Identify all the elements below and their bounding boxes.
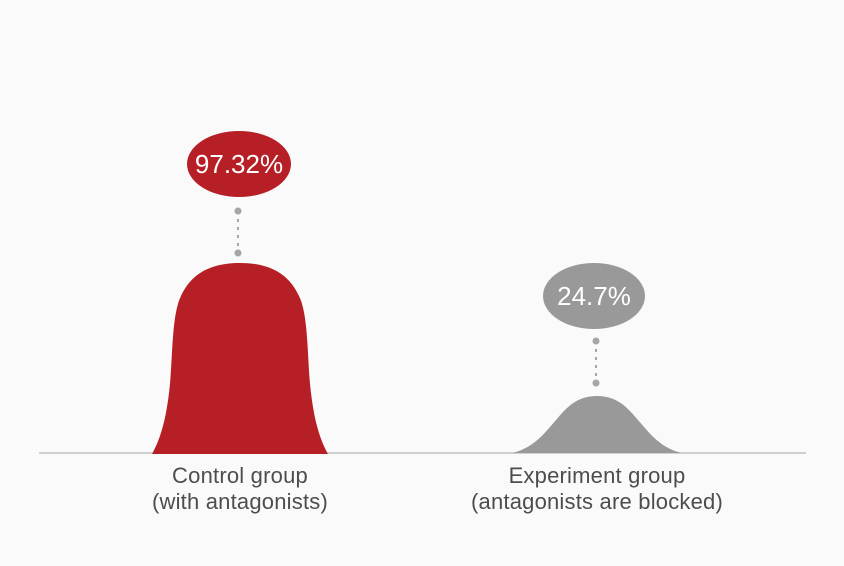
control-callout-connector [234, 207, 242, 257]
control-group-label-line1: Control group [172, 463, 308, 488]
control-distribution-shape [152, 263, 328, 454]
experiment-group-label-line2: (antagonists are blocked) [470, 489, 724, 514]
control-connector-bottom-dot [234, 249, 242, 257]
control-value-bubble [187, 131, 291, 197]
experiment-value-bubble [543, 263, 645, 329]
experiment-group-label: Experiment group (antagonists are blocke… [437, 463, 757, 515]
experiment-connector-top-dot [592, 337, 600, 345]
experiment-callout-connector [592, 337, 600, 387]
control-value-label: 97.32% [195, 149, 283, 179]
control-connector-top-dot [234, 207, 242, 215]
control-group-label-line2: (with antagonists) [151, 489, 328, 514]
experiment-connector-bottom-dot [592, 379, 600, 387]
experiment-group-label-line1: Experiment group [508, 463, 686, 488]
experiment-distribution-shape [513, 396, 681, 453]
control-group-label: Control group (with antagonists) [90, 463, 390, 515]
experiment-value-label: 24.7% [557, 281, 631, 311]
